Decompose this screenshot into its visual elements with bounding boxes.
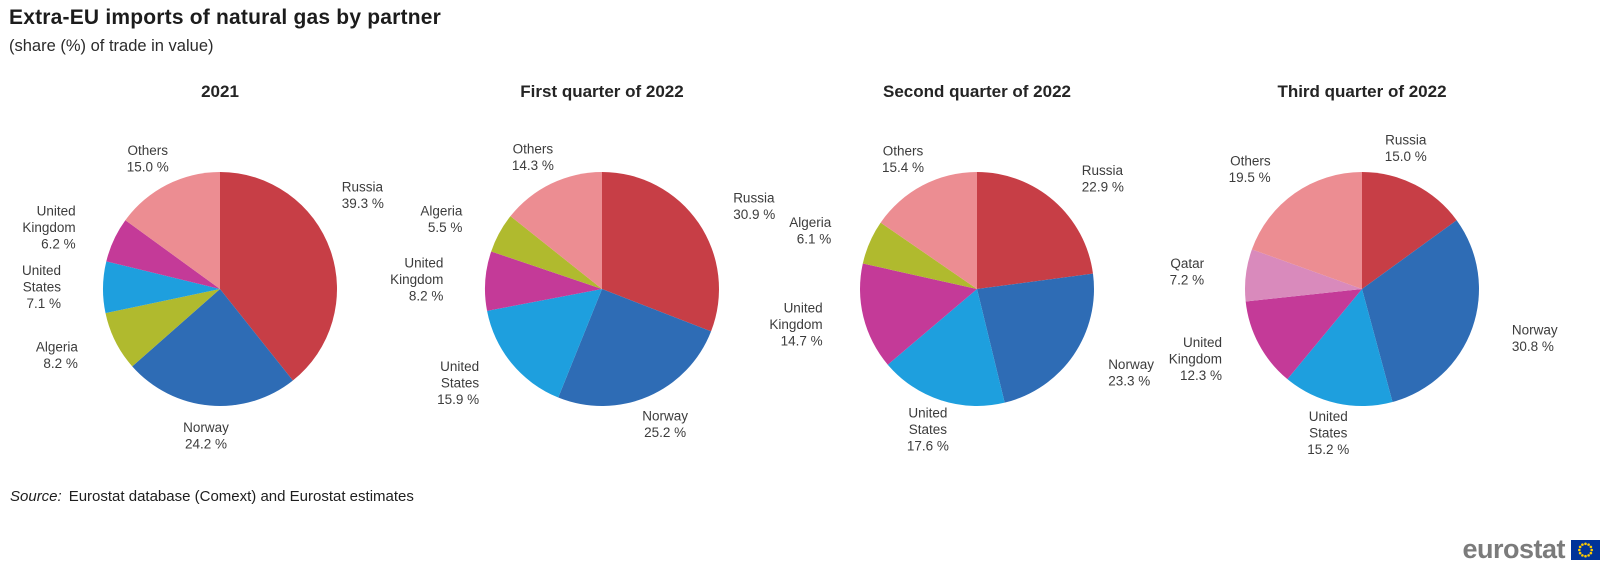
pie-label-second-quarter-of-2022-norway: Norway 23.3 % xyxy=(1108,356,1154,388)
chart-title-q3-2022: Third quarter of 2022 xyxy=(1277,82,1447,101)
figure-header: Extra-EU imports of natural gas by partn… xyxy=(9,6,441,56)
figure-title: Extra-EU imports of natural gas by partn… xyxy=(9,6,441,29)
pie-label-2021-norway: Norway 24.2 % xyxy=(183,420,229,452)
chart-title-q2-2022: Second quarter of 2022 xyxy=(882,82,1071,101)
eurostat-logo: eurostat xyxy=(1462,534,1600,565)
eu-flag-star xyxy=(1587,542,1590,546)
pie-chart-q1-2022: First quarter of 2022 Russia 30.9 % Norway… xyxy=(390,74,801,486)
eu-flag-icon xyxy=(1571,539,1600,560)
pie-slice-first-quarter-of-2022-united-kingdom xyxy=(484,251,602,311)
source-label: Source: xyxy=(10,488,62,505)
pie-slice-second-quarter-of-2022-united-kingdom xyxy=(860,263,977,365)
pie-label-first-quarter-of-2022-russia: Russia 30.9 % xyxy=(733,190,775,222)
pie-slice-2021-united-states xyxy=(103,261,220,314)
pie-slice-first-quarter-of-2022-russia xyxy=(602,172,719,332)
eu-flag-star xyxy=(1581,542,1584,546)
eu-flag-star xyxy=(1587,553,1590,557)
pie-label-2021-others: Others 15.0 % xyxy=(127,142,169,174)
pie-slice-first-quarter-of-2022-algeria xyxy=(491,216,602,289)
pie-slice-third-quarter-of-2022-norway xyxy=(1362,220,1479,402)
pie-label-third-quarter-of-2022-united-states: United States 15.2 % xyxy=(1307,409,1349,457)
pie-label-third-quarter-of-2022-united-kingdom: United Kingdom 12.3 % xyxy=(1169,335,1222,383)
eu-flag-star xyxy=(1578,548,1581,551)
source-note: Source: Eurostat database (Comext) and Eu… xyxy=(10,488,414,505)
figure-subtitle: (share (%) of trade in value) xyxy=(9,37,214,55)
eu-flag-star xyxy=(1589,545,1593,548)
eu-flag-star xyxy=(1584,542,1587,545)
eu-flag-star xyxy=(1584,554,1587,557)
pie-slice-2021-united-kingdom xyxy=(106,220,220,289)
eu-flag-star xyxy=(1578,551,1582,554)
pie-slice-third-quarter-of-2022-russia xyxy=(1362,172,1457,289)
pie-slice-2021-russia xyxy=(220,172,338,381)
pie-svg-2021: Russia 39.3 % Norway 24.2 % Algeria 8.2 % Unit… xyxy=(22,142,384,452)
eurostat-logo-text: eurostat xyxy=(1462,534,1565,564)
pie-label-second-quarter-of-2022-united-states: United States 17.6 % xyxy=(907,405,949,453)
pie-label-third-quarter-of-2022-norway: Norway 30.8 % xyxy=(1512,322,1558,354)
pie-slice-second-quarter-of-2022-russia xyxy=(977,172,1093,289)
pie-slice-first-quarter-of-2022-others xyxy=(510,172,602,289)
eu-flag-field xyxy=(1571,539,1600,560)
pie-slice-2021-others xyxy=(125,172,220,289)
pie-label-third-quarter-of-2022-others: Others 19.5 % xyxy=(1229,153,1271,185)
pie-slice-third-quarter-of-2022-united-states xyxy=(1287,289,1393,407)
pie-slice-2021-algeria xyxy=(105,289,220,367)
eu-flag-star xyxy=(1590,548,1593,551)
pie-chart-q3-2022: Third quarter of 2022 Russia 15.0 % Norway… xyxy=(1163,74,1561,486)
eu-flag-star xyxy=(1581,553,1584,557)
chart-title-q1-2022: First quarter of 2022 xyxy=(520,82,684,101)
pie-label-2021-russia: Russia 39.3 % xyxy=(342,179,384,211)
pie-chart-q2-2022: Second quarter of 2022 Russia 22.9 % Norwa… xyxy=(769,74,1176,486)
pie-chart-2021: 2021 Russia 39.3 % Norway 24.2 % Algeria 8.2 … xyxy=(21,74,419,486)
pie-label-second-quarter-of-2022-united-kingdom: United Kingdom 14.7 % xyxy=(769,300,822,348)
pie-slice-third-quarter-of-2022-united-kingdom xyxy=(1245,289,1362,380)
pie-label-2021-united-states: United States 7.1 % xyxy=(22,263,61,311)
pie-label-third-quarter-of-2022-russia: Russia 15.0 % xyxy=(1385,132,1427,164)
pie-label-first-quarter-of-2022-united-kingdom: United Kingdom 8.2 % xyxy=(390,255,443,303)
pie-label-first-quarter-of-2022-norway: Norway 25.2 % xyxy=(642,408,688,440)
pie-slice-first-quarter-of-2022-norway xyxy=(558,289,712,406)
pie-label-third-quarter-of-2022-qatar: Qatar 7.2 % xyxy=(1170,256,1205,288)
pie-svg-q2-2022: Russia 22.9 % Norway 23.3 % United States 17.6… xyxy=(769,143,1154,453)
eu-flag-star xyxy=(1589,551,1593,554)
pie-label-2021-algeria: Algeria 8.2 % xyxy=(36,339,79,371)
pie-slice-second-quarter-of-2022-others xyxy=(880,172,977,289)
pie-label-second-quarter-of-2022-algeria: Algeria 6.1 % xyxy=(789,214,832,246)
pie-label-first-quarter-of-2022-others: Others 14.3 % xyxy=(512,141,554,173)
eu-flag-star xyxy=(1578,545,1582,548)
pie-label-first-quarter-of-2022-united-states: United States 15.9 % xyxy=(437,358,479,406)
pie-label-2021-united-kingdom: United Kingdom 6.2 % xyxy=(22,203,75,251)
pie-slice-third-quarter-of-2022-qatar xyxy=(1245,249,1362,302)
source-text: Eurostat database (Comext) and Eurostat … xyxy=(68,488,414,505)
pie-slice-second-quarter-of-2022-algeria xyxy=(862,222,977,289)
pie-label-first-quarter-of-2022-algeria: Algeria 5.5 % xyxy=(420,203,463,235)
chart-title-2021: 2021 xyxy=(201,82,239,101)
pie-slice-2021-norway xyxy=(132,289,293,406)
pie-label-second-quarter-of-2022-russia: Russia 22.9 % xyxy=(1082,163,1124,195)
pie-slice-second-quarter-of-2022-norway xyxy=(977,273,1094,403)
pie-label-second-quarter-of-2022-others: Others 15.4 % xyxy=(882,143,924,175)
pie-slice-third-quarter-of-2022-others xyxy=(1251,172,1362,289)
pie-svg-q1-2022: Russia 30.9 % Norway 25.2 % United States 15.9… xyxy=(390,141,775,440)
pie-slice-second-quarter-of-2022-united-states xyxy=(887,289,1005,407)
pie-svg-q3-2022: Russia 15.0 % Norway 30.8 % United States 15.2… xyxy=(1169,132,1558,457)
pie-slice-first-quarter-of-2022-united-states xyxy=(487,289,602,398)
